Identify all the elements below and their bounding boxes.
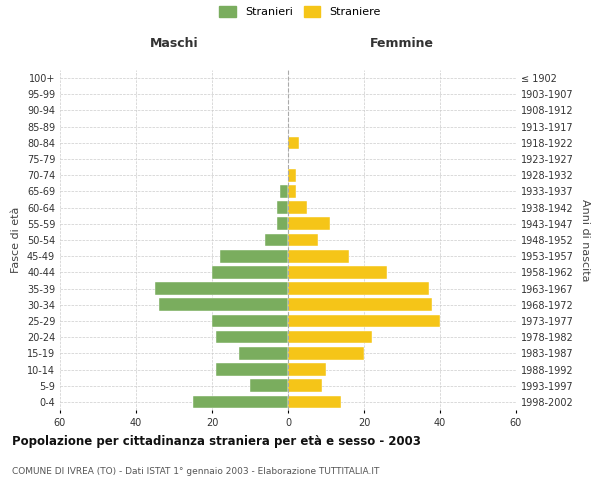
Bar [288,396,341,408]
Bar [277,202,288,214]
Y-axis label: Fasce di età: Fasce di età [11,207,21,273]
Bar [288,314,440,328]
Bar [280,185,288,198]
Bar [288,363,326,376]
Bar [155,282,288,295]
Bar [288,380,322,392]
Bar [212,314,288,328]
Bar [288,234,319,246]
Bar [288,202,307,214]
Bar [288,298,433,311]
Bar [250,380,288,392]
Text: Popolazione per cittadinanza straniera per età e sesso - 2003: Popolazione per cittadinanza straniera p… [12,435,421,448]
Bar [288,218,330,230]
Bar [288,169,296,181]
Bar [288,136,299,149]
Bar [288,266,387,278]
Text: Maschi: Maschi [149,37,199,50]
Bar [277,218,288,230]
Bar [212,266,288,278]
Bar [216,363,288,376]
Bar [239,347,288,360]
Bar [216,331,288,344]
Bar [159,298,288,311]
Bar [288,282,428,295]
Text: Femmine: Femmine [370,37,434,50]
Bar [288,250,349,262]
Text: COMUNE DI IVREA (TO) - Dati ISTAT 1° gennaio 2003 - Elaborazione TUTTITALIA.IT: COMUNE DI IVREA (TO) - Dati ISTAT 1° gen… [12,468,379,476]
Bar [288,331,371,344]
Bar [265,234,288,246]
Legend: Stranieri, Straniere: Stranieri, Straniere [219,6,381,17]
Bar [288,347,364,360]
Y-axis label: Anni di nascita: Anni di nascita [580,198,590,281]
Bar [220,250,288,262]
Bar [193,396,288,408]
Bar [288,185,296,198]
